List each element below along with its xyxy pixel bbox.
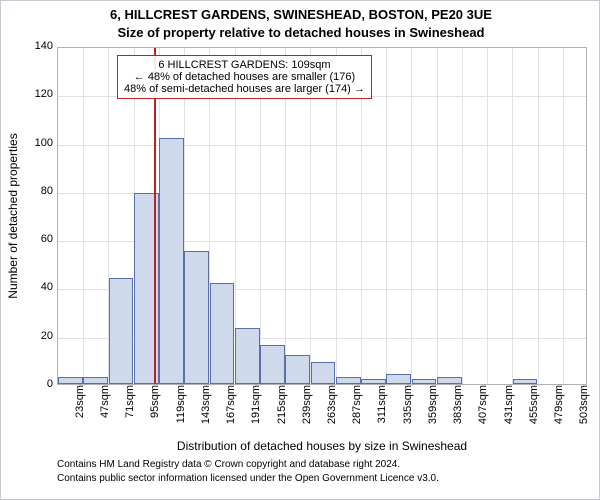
grid-h [58, 145, 586, 146]
annotation-line1: 6 HILLCREST GARDENS: 109sqm [124, 59, 365, 71]
y-tick-label: 80 [27, 185, 53, 197]
histogram-bar [285, 355, 310, 384]
x-tick-label: 167sqm [225, 385, 237, 435]
x-tick-label: 215sqm [276, 385, 288, 435]
x-tick-label: 47sqm [99, 385, 111, 435]
histogram-bar [210, 283, 235, 384]
x-tick-label: 119sqm [175, 385, 187, 435]
x-tick-label: 503sqm [578, 385, 590, 435]
annotation-line3: 48% of semi-detached houses are larger (… [124, 83, 365, 95]
grid-v [462, 48, 463, 384]
grid-v [512, 48, 513, 384]
histogram-bar [159, 138, 184, 384]
x-tick-label: 287sqm [351, 385, 363, 435]
histogram-bar [386, 374, 411, 384]
x-axis-label: Distribution of detached houses by size … [57, 439, 587, 453]
x-tick-label: 239sqm [301, 385, 313, 435]
x-tick-label: 431sqm [503, 385, 515, 435]
annotation-line2: ← 48% of detached houses are smaller (17… [124, 71, 365, 83]
histogram-bar [412, 379, 437, 384]
grid-v [487, 48, 488, 384]
x-tick-label: 359sqm [427, 385, 439, 435]
histogram-bar [513, 379, 538, 384]
y-axis-label: Number of detached properties [6, 47, 20, 385]
x-tick-label: 407sqm [477, 385, 489, 435]
grid-v [411, 48, 412, 384]
x-tick-label: 143sqm [200, 385, 212, 435]
x-tick-label: 455sqm [528, 385, 540, 435]
y-tick-label: 40 [27, 281, 53, 293]
histogram-bar [58, 377, 83, 384]
x-tick-label: 479sqm [553, 385, 565, 435]
histogram-bar [260, 345, 285, 384]
x-tick-label: 23sqm [74, 385, 86, 435]
x-tick-label: 191sqm [250, 385, 262, 435]
histogram-bar [336, 377, 361, 384]
y-tick-label: 0 [27, 378, 53, 390]
x-tick-label: 335sqm [402, 385, 414, 435]
grid-v [386, 48, 387, 384]
x-tick-label: 263sqm [326, 385, 338, 435]
grid-v [437, 48, 438, 384]
x-tick-label: 311sqm [376, 385, 388, 435]
chart-container: 6, HILLCREST GARDENS, SWINESHEAD, BOSTON… [0, 0, 600, 500]
x-tick-label: 71sqm [124, 385, 136, 435]
y-tick-label: 140 [27, 40, 53, 52]
footer-line2: Contains public sector information licen… [57, 473, 439, 484]
annotation-box: 6 HILLCREST GARDENS: 109sqm← 48% of deta… [117, 55, 372, 99]
y-tick-label: 100 [27, 137, 53, 149]
histogram-bar [311, 362, 336, 384]
histogram-bar [184, 251, 209, 384]
footer-line1: Contains HM Land Registry data © Crown c… [57, 459, 400, 470]
grid-v [83, 48, 84, 384]
histogram-bar [83, 377, 108, 384]
grid-v [563, 48, 564, 384]
histogram-bar [235, 328, 260, 384]
y-tick-label: 20 [27, 330, 53, 342]
chart-title-line1: 6, HILLCREST GARDENS, SWINESHEAD, BOSTON… [1, 7, 600, 22]
x-tick-label: 383sqm [452, 385, 464, 435]
grid-v [538, 48, 539, 384]
chart-title-line2: Size of property relative to detached ho… [1, 25, 600, 40]
y-tick-label: 60 [27, 233, 53, 245]
histogram-bar [109, 278, 134, 384]
x-tick-label: 95sqm [149, 385, 161, 435]
y-tick-label: 120 [27, 88, 53, 100]
histogram-bar [361, 379, 386, 384]
histogram-bar [437, 377, 462, 384]
